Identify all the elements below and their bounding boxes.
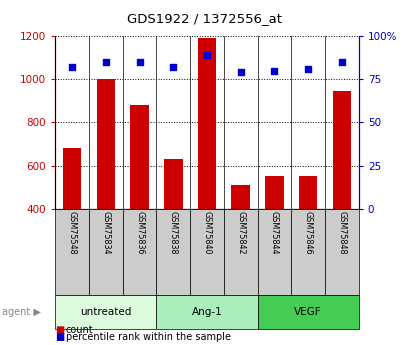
Text: count: count	[65, 325, 93, 335]
Bar	[324, 209, 358, 295]
Text: GDS1922 / 1372556_at: GDS1922 / 1372556_at	[127, 12, 282, 25]
Bar	[197, 38, 216, 209]
Text: GSM75840: GSM75840	[202, 211, 211, 255]
Text: ■: ■	[55, 325, 65, 335]
Bar	[156, 295, 257, 329]
Point	[338, 59, 344, 65]
Point	[102, 59, 109, 65]
Text: VEGF: VEGF	[294, 307, 321, 317]
Text: GSM75836: GSM75836	[135, 211, 144, 255]
Point	[203, 52, 210, 58]
Bar	[332, 91, 350, 209]
Bar	[130, 105, 148, 209]
Bar	[97, 79, 115, 209]
Point	[304, 66, 311, 72]
Point	[270, 68, 277, 73]
Point	[170, 65, 176, 70]
Text: GSM75844: GSM75844	[269, 211, 278, 255]
Bar	[223, 209, 257, 295]
Text: GSM75842: GSM75842	[236, 211, 245, 255]
Text: Ang-1: Ang-1	[191, 307, 222, 317]
Text: percentile rank within the sample: percentile rank within the sample	[65, 332, 230, 342]
Text: ■: ■	[55, 332, 65, 342]
Bar	[298, 176, 317, 209]
Point	[136, 59, 143, 65]
Bar	[55, 209, 89, 295]
Bar	[231, 185, 249, 209]
Bar	[257, 209, 291, 295]
Text: agent ▶: agent ▶	[2, 307, 41, 317]
Text: GSM75848: GSM75848	[337, 211, 346, 255]
Bar	[55, 295, 156, 329]
Bar	[122, 209, 156, 295]
Bar	[63, 148, 81, 209]
Bar	[257, 295, 358, 329]
Bar	[190, 209, 223, 295]
Text: untreated: untreated	[80, 307, 131, 317]
Bar	[156, 209, 190, 295]
Point	[69, 65, 75, 70]
Text: GSM75548: GSM75548	[67, 211, 76, 255]
Bar	[89, 209, 122, 295]
Text: GSM75846: GSM75846	[303, 211, 312, 255]
Bar	[291, 209, 324, 295]
Bar	[265, 176, 283, 209]
Text: GSM75834: GSM75834	[101, 211, 110, 255]
Text: GSM75838: GSM75838	[169, 211, 178, 255]
Point	[237, 70, 243, 75]
Bar	[164, 159, 182, 209]
